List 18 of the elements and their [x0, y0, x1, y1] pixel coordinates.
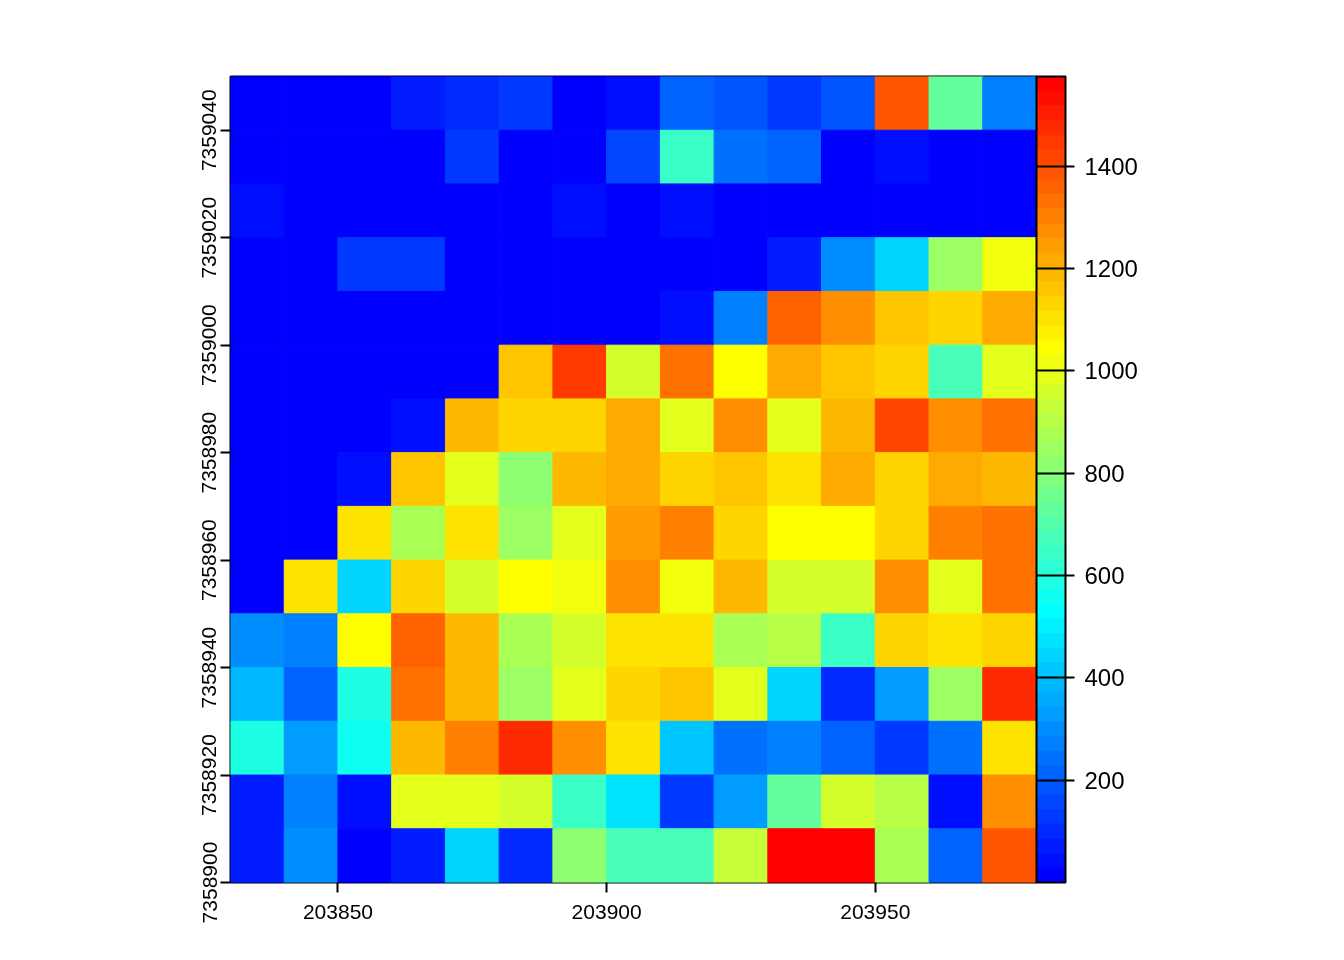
color-bar-label: 1200: [1084, 254, 1138, 282]
y-tick-label: 7358960: [197, 519, 221, 601]
color-bar-label: 200: [1084, 766, 1125, 794]
color-bar-label: 600: [1084, 561, 1125, 589]
color-bar-label: 1000: [1084, 357, 1138, 385]
y-tick-label: 7359000: [197, 304, 221, 387]
x-tick-label: 203900: [571, 899, 642, 923]
color-bar-label: 800: [1084, 459, 1125, 487]
x-tick-label: 203850: [302, 899, 374, 923]
color-bar-label: 1400: [1084, 152, 1138, 180]
x-tick-label: 203950: [840, 899, 911, 923]
y-tick-label: 7358980: [197, 411, 221, 494]
color-bar-label: 400: [1084, 664, 1125, 692]
y-tick-label: 7358940: [197, 626, 221, 709]
y-tick-label: 7358900: [197, 841, 221, 924]
y-tick-label: 7359020: [197, 196, 221, 279]
y-tick-label: 7358920: [197, 734, 221, 816]
y-tick-label: 7359040: [197, 89, 221, 172]
